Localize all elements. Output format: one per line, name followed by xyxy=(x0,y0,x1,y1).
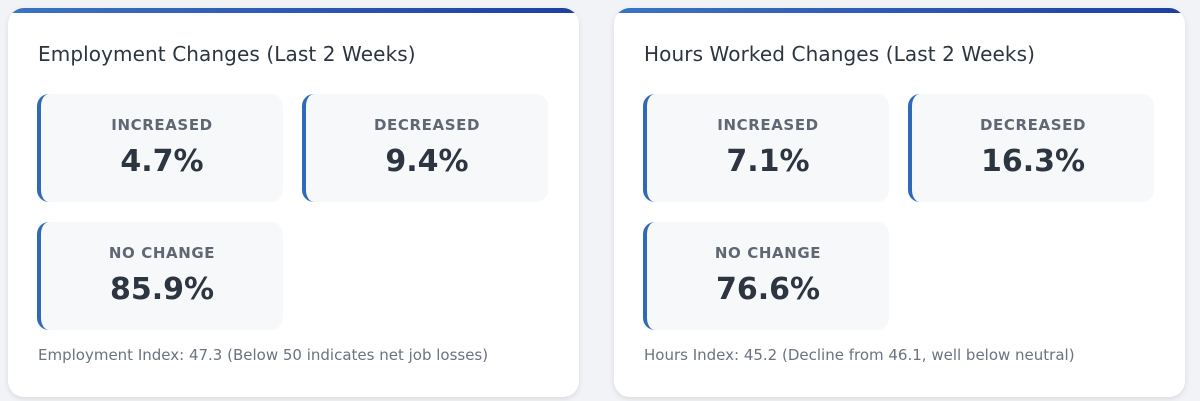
index-note: Hours Index: 45.2 (Decline from 46.1, we… xyxy=(644,346,1075,364)
stat-decreased: DECREASED 16.3% xyxy=(908,94,1154,202)
stat-label: NO CHANGE xyxy=(714,244,822,262)
card-accent-bar xyxy=(614,8,1185,13)
stat-label: NO CHANGE xyxy=(108,244,216,262)
stat-label: DECREASED xyxy=(979,116,1086,134)
stat-increased: INCREASED 4.7% xyxy=(37,94,283,202)
stat-label: DECREASED xyxy=(373,116,480,134)
stat-value: 16.3% xyxy=(980,144,1086,179)
stat-increased: INCREASED 7.1% xyxy=(643,94,889,202)
stat-no-change: NO CHANGE 85.9% xyxy=(37,222,283,330)
stat-value: 9.4% xyxy=(385,144,469,179)
stat-label: INCREASED xyxy=(717,116,819,134)
stat-label: INCREASED xyxy=(111,116,213,134)
stat-no-change: NO CHANGE 76.6% xyxy=(643,222,889,330)
card-accent-bar xyxy=(8,8,579,13)
hours-worked-changes-card: Hours Worked Changes (Last 2 Weeks) INCR… xyxy=(614,8,1185,397)
employment-changes-card: Employment Changes (Last 2 Weeks) INCREA… xyxy=(8,8,579,397)
stat-value: 76.6% xyxy=(715,272,821,307)
stat-decreased: DECREASED 9.4% xyxy=(302,94,548,202)
index-note: Employment Index: 47.3 (Below 50 indicat… xyxy=(38,346,489,364)
stat-value: 85.9% xyxy=(109,272,215,307)
card-title: Hours Worked Changes (Last 2 Weeks) xyxy=(644,42,1036,66)
stat-value: 4.7% xyxy=(120,144,204,179)
card-title: Employment Changes (Last 2 Weeks) xyxy=(38,42,416,66)
stat-value: 7.1% xyxy=(726,144,810,179)
